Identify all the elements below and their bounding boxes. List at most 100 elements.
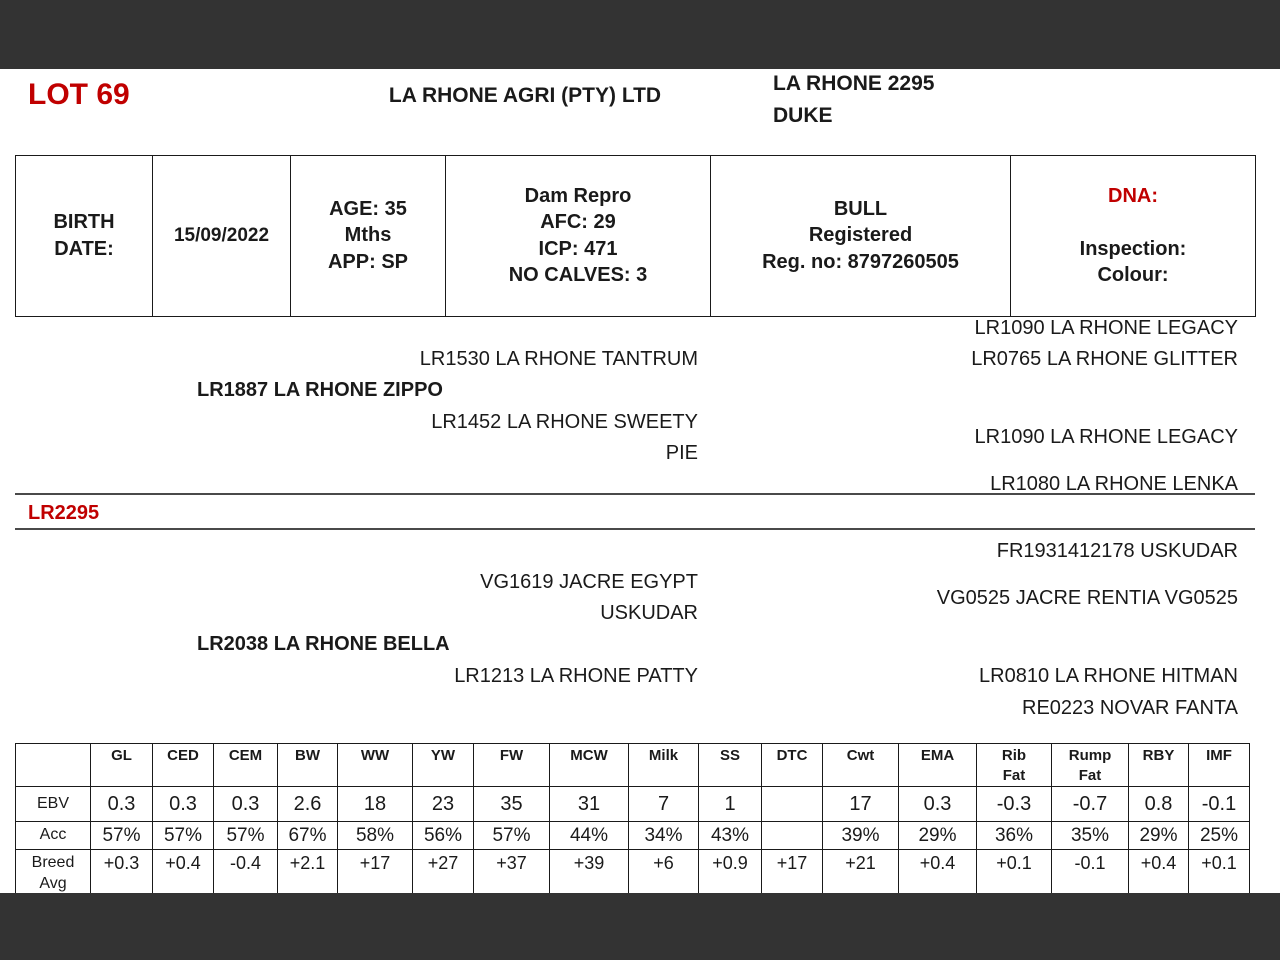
ebv-value-cell: 57% [213,821,278,850]
ebv-col-header: CEM [213,743,278,787]
ebv-value-cell: 34% [628,821,699,850]
ebv-value-cell [761,786,823,822]
ebv-value-cell: 18 [337,786,413,822]
ebv-value-cell: 35 [473,786,550,822]
ebv-value-cell: 23 [412,786,474,822]
pedigree-mgs-dam: VG0525 JACRE RENTIA VG0525 [936,587,1238,609]
dna-cell: DNA: Inspection: Colour: [1010,155,1256,317]
dna-label: DNA: [1108,184,1158,207]
ebv-table: GL CED CEM BW WW YW FW MCW Milk SS DTC Cwt EMA Rib Fa… [15,743,1250,893]
registration-cell: BULL Registered Reg. no: 8797260505 [710,155,1011,317]
ebv-data-row: Breed Avg +0.3 +0.4 -0.4 +2.1 +17 +27 +37 +39 +6 +… [15,849,1250,893]
ebv-value-cell: +6 [628,849,699,893]
farm-name: LA RHONE AGRI (PTY) LTD [388,84,662,107]
ebv-value-cell: -0.1 [1188,786,1250,822]
ebv-value-cell: 31 [549,786,629,822]
ebv-value-cell: 36% [976,821,1052,850]
ebv-value-cell: 43% [698,821,762,850]
ebv-col-header: DTC [761,743,823,787]
ebv-value-cell: +17 [337,849,413,893]
ebv-value-cell: 67% [277,821,338,850]
ebv-value-cell: -0.1 [1051,849,1129,893]
ebv-value-cell [761,821,823,850]
ebv-col-header: SS [698,743,762,787]
divider-line-bottom [15,528,1255,530]
ebv-col-header: MCW [549,743,629,787]
animal-id: LR2295 [28,502,100,524]
ebv-value-cell: 2.6 [277,786,338,822]
ebv-value-cell: 58% [337,821,413,850]
ebv-value-cell: 0.3 [152,786,214,822]
ebv-col-header: WW [337,743,413,787]
ebv-value-cell: 0.3 [213,786,278,822]
ebv-value-cell: 57% [152,821,214,850]
pedigree-paternal-grandsire: LR1530 LA RHONE TANTRUM [419,348,698,370]
ebv-value-cell: +27 [412,849,474,893]
pedigree-paternal-granddam: LR1452 LA RHONE SWEETY PIE [431,411,698,464]
pedigree-mgd-dam: RE0223 NOVAR FANTA [1022,697,1238,719]
ebv-col-header: Milk [628,743,699,787]
animal-name: LA RHONE 2295 DUKE [773,72,935,127]
pedigree-maternal-grandsire: VG1619 JACRE EGYPT USKUDAR [480,571,698,624]
ebv-col-header: GL [90,743,153,787]
ebv-value-cell: 39% [822,821,899,850]
ebv-value-cell: +21 [822,849,899,893]
ebv-col-header: Rib Fat [976,743,1052,787]
ebv-value-cell: 29% [898,821,977,850]
ebv-col-header: IMF [1188,743,1250,787]
pedigree-pgd-dam: LR1080 LA RHONE LENKA [990,473,1238,495]
ebv-value-cell: 44% [549,821,629,850]
birth-info-table: BIRTH DATE: 15/09/2022 AGE: 35 Mths APP:… [15,155,1256,317]
ebv-col-header: BW [277,743,338,787]
ebv-value-cell: 1 [698,786,762,822]
ebv-value-cell: 57% [473,821,550,850]
ebv-header-row: GL CED CEM BW WW YW FW MCW Milk SS DTC Cwt EMA Rib Fa… [15,743,1250,787]
birth-date-label: BIRTH DATE: [15,155,153,317]
dam-repro-cell: Dam Repro AFC: 29 ICP: 471 NO CALVES: 3 [445,155,711,317]
top-dark-bar [0,0,1280,69]
ebv-data-row: Acc 57% 57% 57% 67% 58% 56% 57% 44% 34% 43% 39% 29% 3… [15,821,1250,850]
ebv-value-cell: +0.1 [1188,849,1250,893]
ebv-table-body: EBV 0.3 0.3 0.3 2.6 18 23 35 31 7 1 17 0.3 -0.3 -0.7 0.… [15,786,1250,893]
ebv-value-cell: +0.4 [1128,849,1189,893]
ebv-value-cell: +0.4 [152,849,214,893]
ebv-col-header: FW [473,743,550,787]
age-app-cell: AGE: 35 Mths APP: SP [290,155,446,317]
ebv-value-cell: +0.3 [90,849,153,893]
ebv-value-cell: +0.4 [898,849,977,893]
ebv-value-cell: +37 [473,849,550,893]
dna-details: Inspection: Colour: [1079,237,1187,287]
pedigree-dam: LR2038 LA RHONE BELLA [197,633,450,655]
ebv-value-cell: 25% [1188,821,1250,850]
ebv-value-cell: 0.3 [898,786,977,822]
lot-number: LOT 69 [28,78,130,111]
ebv-value-cell: 57% [90,821,153,850]
ebv-value-cell: -0.4 [213,849,278,893]
divider-line-top [15,493,1255,495]
ebv-row-label: EBV [15,786,91,822]
pedigree-pgs-sire: LR1090 LA RHONE LEGACY [974,317,1238,339]
pedigree-sire: LR1887 LA RHONE ZIPPO [197,379,443,401]
pedigree-mgd-sire: LR0810 LA RHONE HITMAN [979,665,1238,687]
ebv-value-cell: 0.3 [90,786,153,822]
ebv-value-cell: +17 [761,849,823,893]
ebv-table-wrap: GL CED CEM BW WW YW FW MCW Milk SS DTC Cwt EMA Rib Fa… [15,743,1253,893]
ebv-col-header: Rump Fat [1051,743,1129,787]
bottom-dark-bar [0,893,1280,960]
ebv-col-header: RBY [1128,743,1189,787]
ebv-col-header: EMA [898,743,977,787]
pedigree-mgs-sire: FR1931412178 USKUDAR [996,540,1238,562]
pedigree-pgs-dam: LR0765 LA RHONE GLITTER [971,348,1238,370]
ebv-col-header: Cwt [822,743,899,787]
ebv-value-cell: +39 [549,849,629,893]
ebv-value-cell: 29% [1128,821,1189,850]
ebv-value-cell: -0.7 [1051,786,1129,822]
ebv-row-label: Acc [15,821,91,850]
ebv-value-cell: 7 [628,786,699,822]
ebv-value-cell: 17 [822,786,899,822]
ebv-corner-cell [15,743,91,787]
ebv-row-label: Breed Avg [15,849,91,893]
pedigree-pgd-sire: LR1090 LA RHONE LEGACY [974,426,1238,448]
ebv-value-cell: 35% [1051,821,1129,850]
